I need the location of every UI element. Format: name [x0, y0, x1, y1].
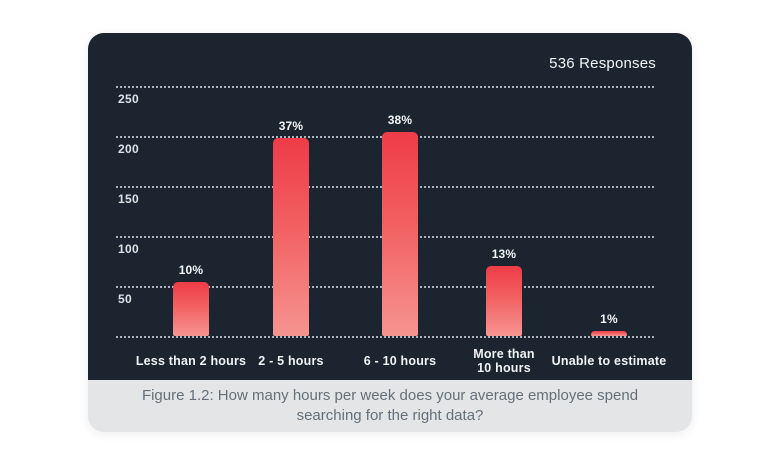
bar-value-label: 38% [387, 113, 413, 127]
bar-value-label: 10% [178, 263, 204, 277]
bar [591, 331, 627, 336]
bar [173, 282, 209, 336]
bar-value-label: 13% [491, 247, 517, 261]
y-tick-label: 100 [118, 242, 139, 256]
figure-caption: Figure 1.2: How many hours per week does… [141, 386, 639, 424]
baseline-gridline [116, 336, 654, 338]
bar-chart-panel: 536 Responses 250 200 150 100 50 10% 37% 38% 13%… [88, 33, 692, 380]
category-label: Less than 2 hours [135, 353, 247, 368]
category-axis: Less than 2 hours 2 - 5 hours 6 - 10 hours… [116, 344, 666, 378]
y-tick-label: 200 [118, 142, 139, 156]
figure-caption-panel: Figure 1.2: How many hours per week does… [88, 380, 692, 432]
bar [273, 138, 309, 336]
figure-card: 536 Responses 250 200 150 100 50 10% 37% 38% 13%… [88, 33, 692, 432]
bar-value-label: 37% [278, 119, 304, 133]
y-tick-label: 250 [118, 92, 139, 106]
y-tick-label: 50 [118, 292, 132, 306]
category-label: More than 10 hours [473, 346, 535, 375]
responses-count-label: 536 Responses [549, 55, 656, 72]
category-label: Unable to estimate [551, 353, 667, 368]
bar [382, 132, 418, 336]
category-label: 6 - 10 hours [363, 353, 437, 368]
category-label: 2 - 5 hours [258, 353, 324, 368]
y-tick-label: 150 [118, 192, 139, 206]
bar [486, 266, 522, 336]
bar-value-label: 1% [600, 312, 618, 326]
plot-area: 250 200 150 100 50 10% 37% 38% 13% 1% [116, 86, 654, 338]
gridline: 250 [116, 86, 654, 106]
